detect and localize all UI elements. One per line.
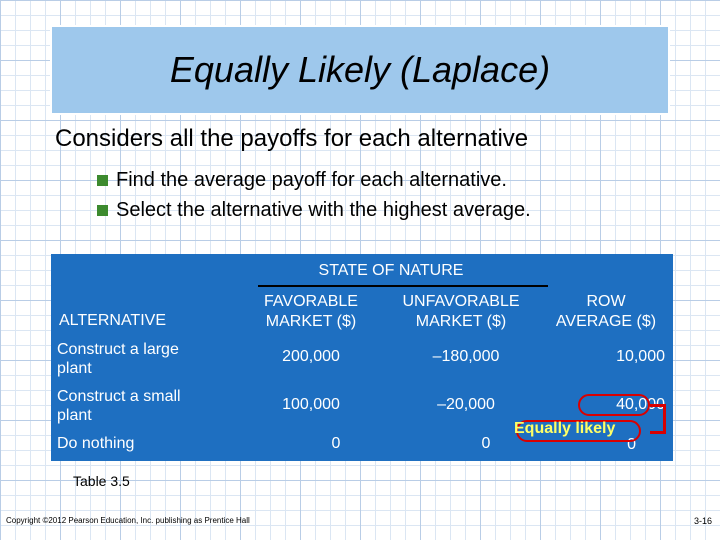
cell-average: 0	[627, 436, 636, 453]
bullet-list: Find the average payoff for each alterna…	[97, 165, 531, 225]
equally-likely-callout: Equally likely	[514, 420, 616, 437]
cell-favorable: 0	[331, 435, 341, 452]
col-header-alternative: ALTERNATIVE	[59, 312, 166, 329]
table-caption: Table 3.5	[73, 473, 130, 489]
cell-unfavorable: –20,000	[437, 396, 495, 413]
bullet-text: Find the average payoff for each alterna…	[116, 169, 507, 191]
bullet-item: Select the alternative with the highest …	[97, 195, 531, 225]
highlight-bracket	[650, 404, 666, 434]
col-header-row-average: ROW AVERAGE ($)	[555, 293, 657, 330]
state-of-nature-header: STATE OF NATURE	[318, 262, 464, 279]
square-bullet-icon	[97, 204, 108, 216]
slide-subtitle: Considers all the payoffs for each alter…	[55, 125, 529, 152]
payoff-table: STATE OF NATURE ALTERNATIVE FAVORABLE MA…	[51, 254, 673, 461]
cell-favorable: 200,000	[282, 348, 340, 365]
header-divider	[258, 285, 548, 287]
table-row-label: Construct a large plant	[57, 341, 179, 377]
table-row-label: Construct a small plant	[57, 388, 181, 424]
cell-unfavorable: –180,000	[432, 348, 500, 365]
slide-title: Equally Likely (Laplace)	[169, 49, 551, 90]
col-header-unfavorable: UNFAVORABLE MARKET ($)	[402, 293, 520, 330]
callout-oval	[516, 420, 641, 442]
slide-title-box: Equally Likely (Laplace)	[50, 25, 670, 115]
highlight-oval	[578, 394, 650, 416]
table-row-label: Do nothing	[57, 435, 135, 452]
copyright-notice: Copyright ©2012 Pearson Education, Inc. …	[6, 516, 250, 525]
bullet-item: Find the average payoff for each alterna…	[97, 165, 531, 195]
cell-unfavorable: 0	[481, 435, 491, 452]
col-header-favorable: FAVORABLE MARKET ($)	[264, 293, 358, 330]
bullet-text: Select the alternative with the highest …	[116, 199, 531, 221]
cell-average: 10,000	[616, 348, 665, 365]
square-bullet-icon	[97, 174, 108, 186]
page-number: 3-16	[693, 516, 712, 526]
cell-favorable: 100,000	[282, 396, 340, 413]
